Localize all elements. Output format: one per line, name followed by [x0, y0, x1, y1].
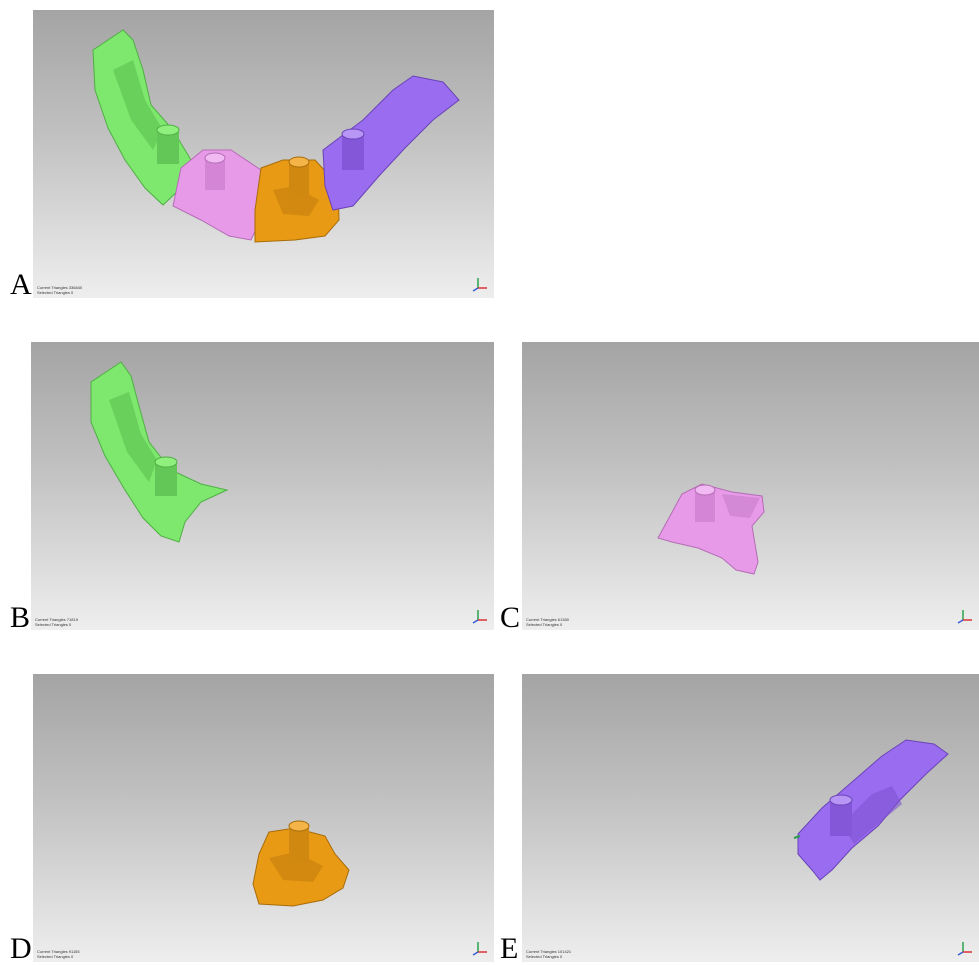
current-triangles-label: Current Triangles 71819 [35, 617, 78, 622]
panel-label-a: A [10, 268, 32, 301]
axis-triad-icon [472, 278, 487, 292]
axis-triad-icon [472, 942, 487, 956]
selected-triangles-label: Selected Triangles 0 [37, 290, 74, 295]
viewport-panel-a[interactable]: Current Triangles 336840 Selected Triang… [33, 10, 494, 298]
selected-triangles-label: Selected Triangles 0 [526, 954, 563, 959]
current-triangles-label: Current Triangles 91155 [37, 949, 80, 954]
current-triangles-label: Current Triangles 101421 [526, 949, 572, 954]
axis-triad-icon [957, 942, 972, 956]
viewport-panel-d[interactable]: Current Triangles 91155 Selected Triangl… [33, 674, 494, 962]
dental-model-purple-segment [793, 739, 949, 881]
dental-model-orange-segment [252, 820, 350, 907]
status-text: Current Triangles 336840 Selected Triang… [37, 285, 82, 295]
axis-triad-icon [957, 610, 972, 624]
viewport-panel-e[interactable]: Current Triangles 101421 Selected Triang… [522, 674, 979, 962]
dental-model-green-segment [90, 361, 229, 543]
viewport-panel-b[interactable]: Current Triangles 71819 Selected Triangl… [31, 342, 494, 630]
selected-triangles-label: Selected Triangles 0 [526, 622, 563, 627]
green-segment [90, 361, 229, 543]
axis-triad-icon [472, 610, 487, 624]
panel-label-e: E [500, 932, 519, 965]
dental-model-pink-segment [657, 483, 765, 575]
status-text: Current Triangles 61380 Selected Triangl… [526, 617, 569, 627]
status-text: Current Triangles 91155 Selected Triangl… [37, 949, 80, 959]
panel-label-d: D [10, 932, 32, 965]
viewport-panel-c[interactable]: Current Triangles 61380 Selected Triangl… [522, 342, 979, 630]
panel-label-b: B [10, 601, 31, 634]
panel-label-c: C [500, 601, 521, 634]
status-text: Current Triangles 101421 Selected Triang… [526, 949, 571, 959]
status-text: Current Triangles 71819 Selected Triangl… [35, 617, 78, 627]
selected-triangles-label: Selected Triangles 0 [37, 954, 74, 959]
selected-triangles-label: Selected Triangles 0 [35, 622, 72, 627]
current-triangles-label: Current Triangles 61380 [526, 617, 569, 622]
purple-segment [322, 75, 460, 211]
current-triangles-label: Current Triangles 336840 [37, 285, 83, 290]
dental-model-full-arch [92, 29, 460, 243]
